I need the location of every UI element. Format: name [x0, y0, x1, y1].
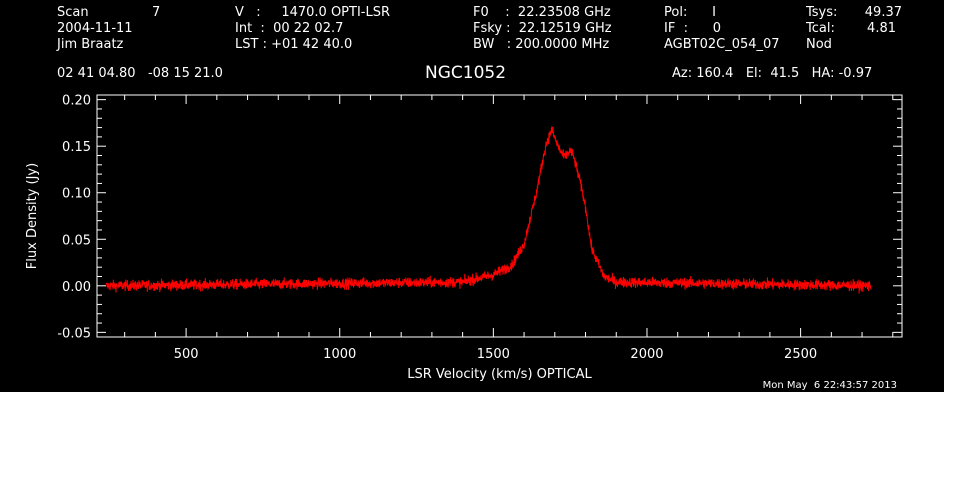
x-tick-label: 1000	[323, 347, 356, 362]
y-tick-label: 0.05	[62, 233, 91, 248]
if-number: IF : 0	[664, 21, 722, 36]
y-tick-label: 0.10	[62, 187, 91, 202]
tcal-value: 4.81	[867, 21, 896, 36]
spectrum-panel: Scan 7 2004-11-11 Jim Braatz V : 1470.0 …	[0, 0, 944, 392]
observer: Jim Braatz	[57, 37, 124, 52]
date: 2004-11-11	[57, 21, 133, 36]
rest-frequency: F0 : 22.23508 GHz	[473, 5, 611, 20]
x-tick-label: 2000	[630, 347, 663, 362]
sky-frequency: Fsky : 22.12519 GHz	[473, 21, 612, 36]
tsys-value: 49.37	[864, 5, 902, 20]
tcal-label: Tcal:	[806, 21, 835, 36]
y-axis-label: Flux Density (Jy)	[25, 163, 40, 269]
y-tick-label: 0.20	[62, 94, 91, 109]
timestamp: Mon May 6 22:43:57 2013	[762, 380, 897, 391]
source-title: NGC1052	[425, 63, 507, 83]
lst: LST : +01 42 40.0	[235, 37, 353, 52]
y-tick-label: -0.05	[57, 326, 91, 341]
spectrum-line	[105, 126, 872, 294]
plot-frame	[96, 94, 903, 338]
tsys-label: Tsys:	[806, 5, 838, 20]
x-tick-label: 500	[174, 347, 199, 362]
x-tick-label: 2500	[784, 347, 817, 362]
y-tick-label: 0.15	[62, 140, 91, 155]
project-id: AGBT02C_054_07	[664, 37, 780, 52]
velocity-info: V : 1470.0 OPTI-LSR	[235, 5, 391, 20]
x-axis-label: LSR Velocity (km/s) OPTICAL	[407, 367, 592, 382]
chart-series	[105, 126, 872, 294]
polarization: Pol: I	[664, 5, 716, 20]
scan-number: 7	[152, 5, 161, 20]
y-tick-label: 0.00	[62, 280, 91, 295]
integration-time: Int : 00 22 02.7	[235, 21, 344, 36]
chart-axes	[96, 94, 903, 338]
bandwidth: BW : 200.0000 MHz	[473, 37, 610, 52]
x-tick-label: 1500	[477, 347, 510, 362]
spectrum-chart: 500 1000 1500 2000 2500 -0.05 0.00 0.05 0.10 0.15…	[25, 94, 903, 382]
pointing-info: Az: 160.4 El: 41.5 HA: -0.97	[672, 66, 873, 81]
chart-labels: 500 1000 1500 2000 2500 -0.05 0.00 0.05 0.10 0.15…	[25, 94, 817, 382]
source-coordinates: 02 41 04.80 -08 15 21.0	[57, 66, 223, 81]
switching-mode: Nod	[806, 37, 832, 52]
scan-label: Scan	[57, 5, 89, 20]
